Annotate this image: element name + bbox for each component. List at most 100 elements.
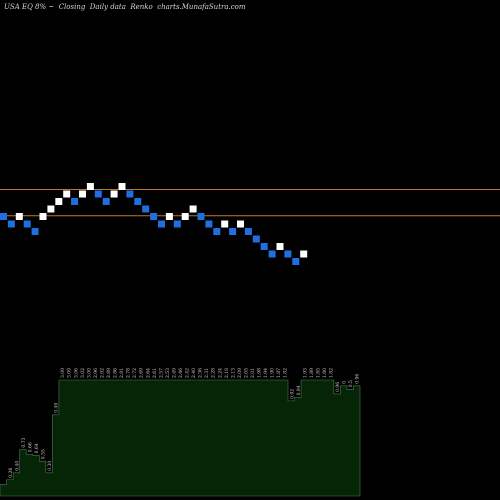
down-brick: [284, 250, 292, 258]
volume-label: 2.42: [185, 368, 191, 378]
volume-label: 2.53: [165, 368, 171, 378]
volume-label: 2.57: [158, 368, 164, 378]
down-brick: [150, 213, 158, 220]
volume-label: 0.40: [14, 461, 20, 471]
volume-label: 1.82: [283, 368, 289, 378]
up-brick: [221, 220, 229, 228]
volume-label: 1.98: [257, 368, 263, 378]
down-brick: [23, 220, 31, 228]
volume-label: 2.05: [243, 368, 249, 378]
symbol-label: USA EQ 8% ~: [4, 3, 55, 11]
up-brick: [237, 220, 244, 228]
up-brick: [110, 190, 118, 198]
down-brick: [197, 213, 205, 220]
down-brick: [229, 228, 237, 235]
down-brick: [252, 235, 260, 243]
volume-label: 2.46: [178, 368, 184, 378]
renko-bricks: [0, 183, 308, 265]
volume-label: 3.02: [80, 368, 86, 378]
chart-header: USA EQ 8% ~ Closing Daily data Renko cha…: [4, 3, 246, 11]
volume-label: 3.09: [67, 368, 73, 378]
up-brick: [181, 213, 189, 220]
down-brick: [158, 220, 165, 228]
down-brick: [173, 220, 181, 228]
volume-label: 2.86: [113, 368, 119, 378]
volume-label: 0.94: [296, 385, 302, 395]
volume-label: 2.18: [224, 368, 230, 378]
volume-label: 3.00: [86, 368, 92, 378]
volume-label: 2.69: [139, 368, 145, 378]
up-brick: [79, 190, 86, 198]
down-brick: [71, 198, 79, 205]
volume-label: 0.73: [21, 437, 27, 447]
up-brick: [189, 205, 197, 213]
volume-label: 1.90: [270, 368, 276, 378]
up-brick: [39, 213, 47, 220]
down-brick: [126, 190, 134, 198]
volume-label: 0.96: [355, 374, 361, 384]
volume-label: 0.49: [54, 403, 60, 413]
volume-label: 0.66: [27, 442, 33, 452]
volume-profile: [0, 379, 361, 497]
volume-label: 2.78: [126, 368, 132, 378]
volume-label: 2.01: [250, 368, 256, 378]
volume-label: 2.92: [99, 368, 105, 378]
volume-label: 2.72: [132, 368, 138, 378]
up-brick: [63, 190, 71, 198]
volume-label: 0.92: [289, 389, 295, 399]
up-brick: [118, 183, 126, 190]
down-brick: [7, 220, 15, 228]
down-brick: [268, 250, 276, 258]
volume-labels: 0.260.40 0.73 0.66 0.640.550.30 0.49 3.09 3.09…: [8, 368, 361, 478]
volume-label: 2.89: [106, 368, 112, 378]
volume-label: 1.94: [263, 368, 269, 378]
closing-label: Closing: [58, 3, 86, 11]
volume-label: 0.30: [47, 461, 53, 471]
down-brick: [213, 228, 221, 235]
down-brick: [244, 228, 252, 235]
down-brick: [142, 205, 150, 213]
volume-label: 1.89: [309, 368, 315, 378]
volume-label: 2.36: [198, 368, 204, 378]
up-brick: [300, 250, 308, 258]
volume-label: 0.26: [8, 468, 14, 478]
period-label: Daily data: [89, 3, 126, 11]
volume-label: 2.09: [237, 368, 243, 378]
volume-label: 1.87: [276, 368, 282, 378]
down-brick: [0, 213, 7, 220]
volume-label: 0.55: [41, 449, 47, 459]
up-brick: [55, 198, 63, 205]
volume-area: [0, 379, 361, 497]
down-brick: [292, 258, 300, 265]
volume-label: 3.09: [60, 368, 66, 378]
volume-label: 2.28: [211, 368, 217, 378]
volume-label: 2.40: [191, 368, 197, 378]
volume-label: 0.96: [335, 382, 341, 392]
volume-label: 1.82: [329, 368, 335, 378]
volume-label: 1.93: [302, 368, 308, 378]
volume-label: 2.13: [230, 368, 236, 378]
volume-label: 2.96: [93, 368, 99, 378]
volume-label: 0: [342, 381, 348, 384]
volume-label: 2.64: [145, 368, 151, 378]
horizontal-lines: [0, 189, 500, 217]
volume-label: 2.61: [152, 368, 158, 378]
volume-label: 2.81: [119, 368, 125, 378]
volume-label: 0.5: [348, 380, 354, 387]
volume-label: 0.64: [34, 443, 40, 453]
down-brick: [205, 220, 213, 228]
site-label: charts.MunafaSutra.com: [157, 3, 246, 11]
up-brick: [86, 183, 94, 190]
chart-kind-label: Renko: [130, 3, 153, 11]
down-brick: [102, 198, 110, 205]
up-brick: [165, 213, 173, 220]
up-brick: [15, 213, 23, 220]
volume-label: 3.06: [73, 368, 79, 378]
volume-label: 2.31: [204, 368, 210, 378]
down-brick: [134, 198, 142, 205]
down-brick: [31, 228, 39, 235]
volume-label: 2.49: [171, 368, 177, 378]
up-brick: [276, 243, 284, 250]
